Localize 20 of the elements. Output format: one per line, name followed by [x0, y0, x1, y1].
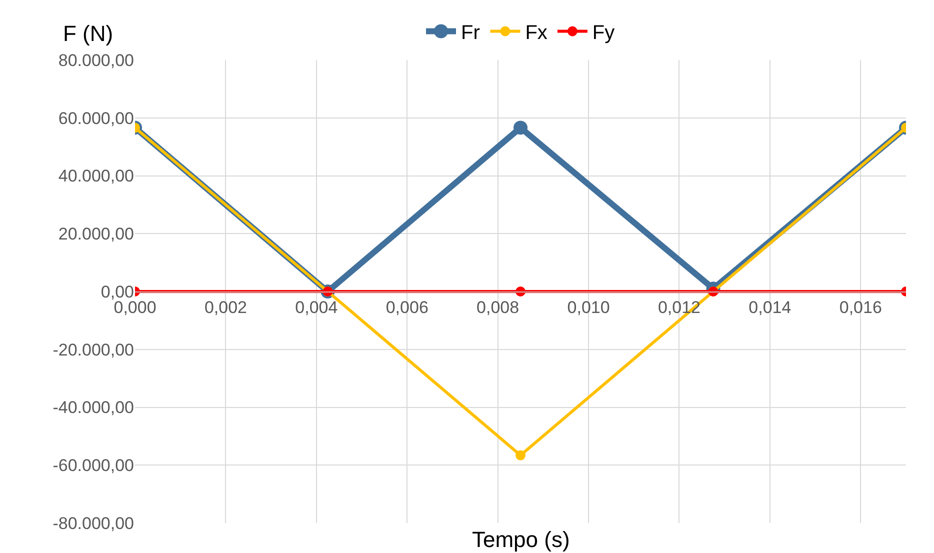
y-tick-label: 80.000,00: [58, 50, 134, 70]
legend-label: Fy: [592, 22, 615, 44]
y-tick-label: -40.000,00: [52, 398, 134, 418]
legend-label: Fr: [461, 22, 480, 44]
y-tick-label: 20.000,00: [58, 224, 134, 244]
y-tick-label: -60.000,00: [52, 456, 134, 476]
legend-label: Fx: [525, 22, 548, 44]
x-tick-label: 0,010: [567, 298, 610, 317]
x-tick-label: 0,008: [476, 298, 520, 317]
x-tick-label: 0,004: [295, 298, 338, 317]
y-axis-title: F (N): [63, 21, 114, 46]
x-tick-label: 0,006: [386, 298, 428, 317]
y-tick-label: -80.000,00: [52, 514, 134, 533]
x-axis-title: Tempo (s): [472, 527, 570, 552]
y-tick-label: 60.000,00: [58, 108, 134, 128]
x-tick-label: 0,002: [204, 298, 247, 317]
y-tick-label: -20.000,00: [52, 340, 134, 360]
x-tick-label: 0,014: [748, 298, 792, 317]
y-tick-label: 40.000,00: [58, 166, 134, 186]
x-tick-label: 0,016: [839, 298, 882, 317]
